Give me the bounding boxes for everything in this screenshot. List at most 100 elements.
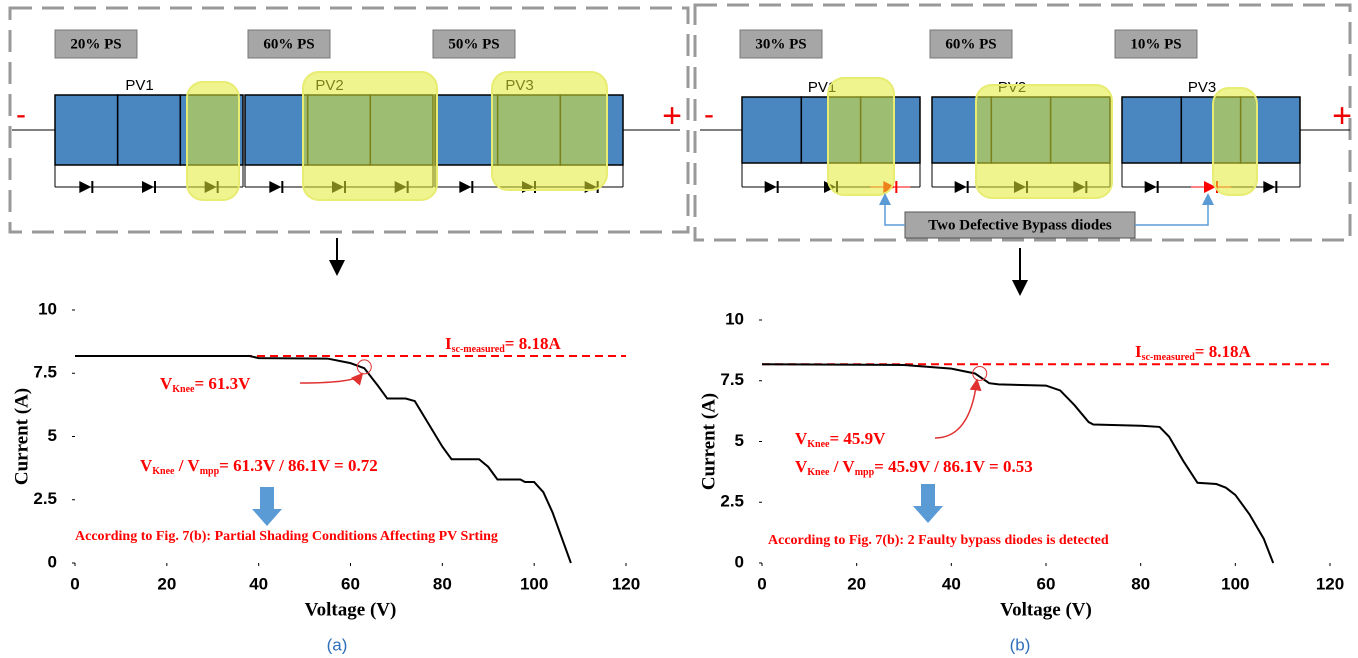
pv-cell bbox=[54, 94, 119, 166]
annotation-text: V bbox=[795, 457, 808, 476]
x-tick-label: 40 bbox=[249, 574, 268, 593]
annotation: Isc-measured= 8.18A bbox=[1135, 342, 1251, 363]
y-tick-label: 10 bbox=[38, 299, 57, 318]
x-tick-label: 80 bbox=[1131, 574, 1150, 593]
annotation-text: I bbox=[445, 334, 452, 353]
annotation-text: = 45.9V bbox=[830, 429, 887, 448]
x-tick-label: 40 bbox=[942, 574, 961, 593]
caption: (b) bbox=[1010, 635, 1031, 654]
callout: Two Defective Bypass diodes bbox=[928, 217, 1112, 233]
shading-area bbox=[186, 81, 240, 201]
annotation: According to Fig. 7(b): Partial Shading … bbox=[75, 529, 498, 544]
annotation-text: V bbox=[795, 429, 808, 448]
pv-cell bbox=[741, 96, 803, 164]
y-tick-label: 5 bbox=[48, 426, 57, 445]
annotation: VKnee= 61.3V bbox=[160, 374, 251, 395]
annotation-subscript: Knee bbox=[172, 384, 195, 395]
shading-label: 60% PS bbox=[945, 36, 996, 52]
callout-arrow bbox=[1135, 193, 1214, 226]
x-axis-label: Voltage (V) bbox=[305, 599, 397, 620]
shading-label: 10% PS bbox=[1130, 36, 1181, 52]
panel-frame bbox=[8, 6, 690, 234]
bypass-diode bbox=[954, 181, 967, 193]
shading-area bbox=[1212, 87, 1258, 196]
annotation: VKnee / Vmpp= 61.3V / 86.1V = 0.72 bbox=[140, 456, 378, 477]
callout-arrow bbox=[879, 193, 905, 226]
bypass-diode bbox=[79, 181, 92, 193]
y-axis-label: Current (A) bbox=[698, 393, 719, 490]
knee-arrow bbox=[299, 372, 364, 386]
shading-label-box bbox=[54, 29, 138, 59]
shading-area bbox=[302, 71, 438, 201]
y-tick-label: 2.5 bbox=[33, 489, 57, 508]
annotation: According to Fig. 7(b): 2 Faulty bypass … bbox=[768, 533, 1109, 548]
annotation-text: V bbox=[160, 374, 173, 393]
shading-label-box bbox=[432, 29, 516, 59]
bypass-diode bbox=[269, 181, 282, 193]
panel-frame bbox=[693, 3, 1352, 242]
annotation: Isc-measured= 8.18A bbox=[445, 334, 561, 355]
x-tick-label: 0 bbox=[757, 574, 766, 593]
annotation-text: / V bbox=[830, 457, 856, 476]
annotation-text: = 8.18A bbox=[1195, 342, 1252, 361]
annotation-subscript: Knee bbox=[807, 467, 830, 478]
annotation-text: = 45.9V / 86.1V = 0.53 bbox=[874, 457, 1033, 476]
pv-cell bbox=[116, 94, 182, 166]
bypass-diode bbox=[1263, 181, 1276, 193]
shading-label: 30% PS bbox=[755, 36, 806, 52]
pv-cell bbox=[244, 94, 309, 166]
terminal-minus: - bbox=[704, 98, 714, 131]
x-tick-label: 20 bbox=[847, 574, 866, 593]
shading-label-box bbox=[1114, 29, 1198, 59]
shading-label-box bbox=[929, 29, 1013, 59]
terminal-plus: + bbox=[662, 97, 682, 135]
iv-curve bbox=[75, 355, 572, 564]
knee-marker bbox=[356, 359, 372, 375]
result-arrow bbox=[252, 487, 282, 526]
annotation-subscript: Knee bbox=[807, 439, 830, 450]
shading-label-box bbox=[739, 29, 823, 59]
x-tick-label: 0 bbox=[70, 574, 79, 593]
y-tick-label: 7.5 bbox=[720, 370, 744, 389]
x-tick-label: 20 bbox=[157, 574, 176, 593]
x-tick-label: 80 bbox=[433, 574, 452, 593]
shading-area bbox=[827, 77, 895, 196]
x-tick-label: 120 bbox=[612, 574, 640, 593]
pv-cell bbox=[434, 94, 499, 166]
annotation-subscript: Knee bbox=[152, 466, 175, 477]
caption: (a) bbox=[327, 635, 348, 654]
annotation-subscript: sc-measured bbox=[452, 344, 506, 355]
annotation-text: = 61.3V / 86.1V = 0.72 bbox=[219, 456, 378, 475]
bypass-diode bbox=[459, 181, 472, 193]
annotation-text: I bbox=[1135, 342, 1142, 361]
bypass-diode bbox=[764, 181, 777, 193]
module-label: PV3 bbox=[1188, 79, 1216, 96]
annotation-text: According to Fig. 7(b): Partial Shading … bbox=[75, 529, 498, 544]
iv-curve bbox=[761, 363, 1275, 564]
x-axis-label: Voltage (V) bbox=[1000, 599, 1092, 620]
annotation-subscript: mpp bbox=[200, 466, 220, 477]
terminal-minus: - bbox=[16, 98, 26, 131]
result-arrow bbox=[913, 484, 943, 523]
shading-area bbox=[491, 71, 608, 191]
shading-area bbox=[975, 84, 1113, 199]
knee-arrow bbox=[934, 378, 982, 439]
terminal-plus: + bbox=[1332, 97, 1352, 135]
x-tick-label: 60 bbox=[1037, 574, 1056, 593]
y-axis-label: Current (A) bbox=[11, 388, 32, 485]
annotation-subscript: mpp bbox=[855, 467, 875, 478]
annotation-text: According to Fig. 7(b): 2 Faulty bypass … bbox=[768, 533, 1109, 548]
pv-cell bbox=[1121, 96, 1183, 164]
x-tick-label: 100 bbox=[1221, 574, 1249, 593]
annotation-text: = 8.18A bbox=[505, 334, 562, 353]
module-label: PV1 bbox=[125, 77, 153, 94]
y-tick-label: 10 bbox=[725, 309, 744, 328]
y-tick-label: 0 bbox=[48, 552, 57, 571]
x-tick-label: 60 bbox=[341, 574, 360, 593]
y-tick-label: 2.5 bbox=[720, 492, 744, 511]
y-tick-label: 7.5 bbox=[33, 363, 57, 382]
y-tick-label: 5 bbox=[735, 431, 744, 450]
annotation-text: = 61.3V bbox=[195, 374, 252, 393]
y-tick-label: 0 bbox=[735, 552, 744, 571]
